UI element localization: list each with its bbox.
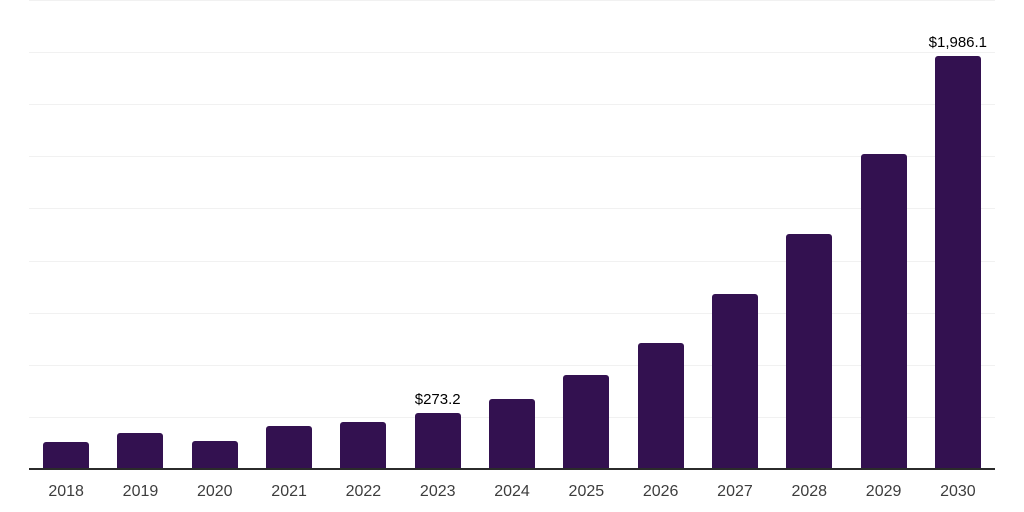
bar-2023	[414, 413, 461, 470]
x-tick-label-2021: 2021	[271, 483, 307, 500]
gridline-1250	[29, 208, 995, 210]
plot-area: $273.2 $1,986.1	[29, 0, 995, 470]
bar-2027	[711, 293, 758, 470]
bar-2029	[860, 154, 907, 470]
gridline-750	[29, 312, 995, 314]
bar-2030	[934, 56, 981, 470]
bar-2021	[266, 425, 313, 470]
x-tick-label-2028: 2028	[791, 483, 828, 500]
bar-2025	[563, 375, 610, 470]
x-tick-label-2022: 2022	[345, 483, 382, 500]
bar-2028	[786, 234, 833, 470]
x-axis-line	[29, 468, 995, 470]
value-label-2023: $273.2	[414, 391, 461, 409]
bar-2026	[637, 342, 684, 470]
gridline-1000	[29, 260, 995, 262]
x-tick-label-2020: 2020	[196, 483, 233, 500]
value-label-2030: $1,986.1	[928, 34, 988, 52]
bar-2024	[489, 398, 535, 470]
bar-2019	[117, 432, 164, 470]
x-axis-tick-labels: 2018 2019 2020 2021 2022 2023 2024 2025 2026 2027…	[29, 482, 995, 502]
x-tick-label-2029: 2029	[865, 483, 902, 500]
gridline-2250	[29, 0, 995, 1]
gridline-1750	[29, 104, 995, 106]
bar-2020	[191, 440, 238, 470]
x-tick-label-2026: 2026	[642, 483, 679, 500]
x-tick-label-2027: 2027	[717, 483, 753, 500]
x-tick-label-2030: 2030	[940, 483, 976, 500]
bar-2018	[43, 441, 90, 470]
gridline-500	[29, 364, 995, 366]
gridline-1500	[29, 156, 995, 158]
x-tick-label-2024: 2024	[494, 483, 530, 500]
x-tick-label-2025: 2025	[568, 483, 605, 500]
gridline-2000	[29, 52, 995, 54]
bar-2022	[340, 422, 387, 470]
x-tick-label-2019: 2019	[122, 483, 159, 500]
x-tick-label-2023: 2023	[419, 483, 456, 500]
x-tick-label-2018: 2018	[48, 483, 84, 500]
